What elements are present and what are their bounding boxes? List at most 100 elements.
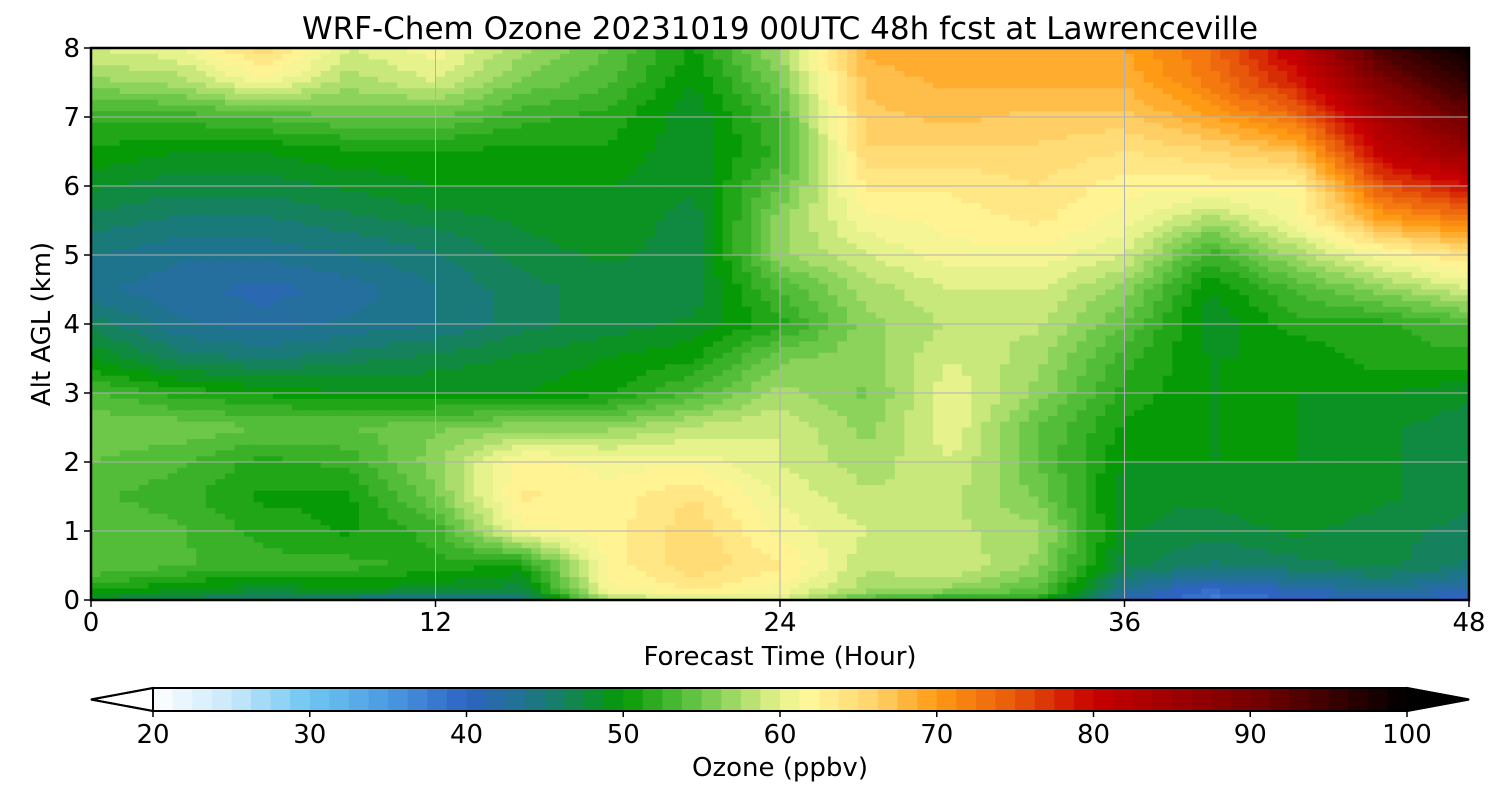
heatmap-cell <box>655 122 666 130</box>
heatmap-cell <box>1229 88 1240 95</box>
heatmap-cell <box>416 226 427 233</box>
heatmap-cell <box>244 53 255 61</box>
heatmap-cell <box>291 71 303 78</box>
heatmap-cell <box>789 99 800 107</box>
heatmap-cell <box>626 145 638 153</box>
heatmap-cell <box>1047 71 1059 78</box>
heatmap-cell <box>1057 203 1068 210</box>
heatmap-cell <box>1009 59 1020 66</box>
heatmap-cell <box>971 71 982 78</box>
heatmap-cell <box>1038 214 1049 222</box>
heatmap-cell <box>91 65 102 72</box>
heatmap-cell <box>808 88 819 95</box>
heatmap-cell <box>263 65 274 72</box>
heatmap-cell <box>1047 226 1059 233</box>
heatmap-cell <box>339 157 350 164</box>
heatmap-cell <box>837 53 848 61</box>
heatmap-cell <box>1430 128 1441 135</box>
heatmap-cell <box>502 237 513 245</box>
heatmap-cell <box>1047 220 1059 227</box>
heatmap-cell <box>1248 214 1260 222</box>
heatmap-cell <box>1095 214 1106 222</box>
heatmap-cell <box>330 186 341 193</box>
heatmap-cell <box>1277 151 1288 158</box>
heatmap-cell <box>751 71 762 78</box>
heatmap-cell <box>827 151 839 158</box>
heatmap-cell <box>464 76 475 84</box>
heatmap-cell <box>933 232 944 239</box>
heatmap-cell <box>282 197 293 204</box>
heatmap-cell <box>971 140 982 147</box>
heatmap-cell <box>540 151 551 158</box>
heatmap-cell <box>1335 122 1346 130</box>
heatmap-cell <box>1038 53 1049 61</box>
heatmap-cell <box>100 122 111 130</box>
heatmap-cell <box>933 145 944 153</box>
heatmap-cell <box>1335 48 1346 55</box>
heatmap-cell <box>1382 53 1394 61</box>
heatmap-cell <box>1354 191 1365 199</box>
heatmap-cell <box>559 65 571 72</box>
heatmap-cell <box>205 65 216 72</box>
heatmap-cell <box>971 226 982 233</box>
heatmap-cell <box>1440 88 1451 95</box>
heatmap-cell <box>1143 99 1154 107</box>
heatmap-cell <box>1258 163 1269 170</box>
heatmap-cell <box>1210 111 1221 118</box>
heatmap-cell <box>1162 168 1173 176</box>
heatmap-cell <box>1296 237 1307 245</box>
heatmap-cell <box>1268 117 1279 124</box>
heatmap-cell <box>416 174 427 181</box>
heatmap-cell <box>799 65 810 72</box>
heatmap-cell <box>1172 140 1183 147</box>
heatmap-cell <box>91 122 102 130</box>
heatmap-cell <box>1459 111 1470 118</box>
heatmap-cell <box>244 243 255 250</box>
heatmap-cell <box>1459 226 1470 233</box>
heatmap-cell <box>1191 220 1202 227</box>
heatmap-cell <box>665 237 676 245</box>
heatmap-cell <box>445 168 456 176</box>
heatmap-cell <box>1124 232 1135 239</box>
heatmap-cell <box>502 191 513 199</box>
heatmap-cell <box>913 134 925 141</box>
heatmap-cell <box>91 117 102 124</box>
heatmap-cell <box>1000 191 1011 199</box>
heatmap-cell <box>445 128 456 135</box>
heatmap-cell <box>473 197 484 204</box>
heatmap-cell <box>1449 214 1461 222</box>
heatmap-cell <box>224 59 236 66</box>
heatmap-cell <box>713 94 724 101</box>
heatmap-cell <box>1000 214 1011 222</box>
heatmap-cell <box>617 111 628 118</box>
heatmap-cell <box>1220 151 1231 158</box>
heatmap-cell <box>1210 140 1221 147</box>
heatmap-cell <box>129 174 140 181</box>
heatmap-cell <box>1287 237 1298 245</box>
heatmap-cell <box>885 180 896 187</box>
heatmap-cell <box>1402 203 1413 210</box>
heatmap-cell <box>741 117 752 124</box>
heatmap-cell <box>1172 180 1183 187</box>
heatmap-cell <box>789 191 800 199</box>
heatmap-cell <box>263 48 274 55</box>
heatmap-cell <box>713 203 724 210</box>
heatmap-cell <box>454 94 465 101</box>
heatmap-cell <box>559 99 571 107</box>
heatmap-cell <box>464 157 475 164</box>
heatmap-cell <box>894 151 905 158</box>
heatmap-cell <box>540 174 551 181</box>
heatmap-cell <box>291 65 303 72</box>
heatmap-cell <box>751 99 762 107</box>
heatmap-cell <box>684 243 695 250</box>
heatmap-cell <box>1325 163 1336 170</box>
heatmap-cell <box>1229 197 1240 204</box>
heatmap-cell <box>1019 151 1030 158</box>
heatmap-cell <box>196 237 207 245</box>
heatmap-cell <box>1248 53 1260 61</box>
heatmap-cell <box>1220 53 1231 61</box>
heatmap-cell <box>904 111 915 118</box>
heatmap-cell <box>1411 209 1422 216</box>
heatmap-cell <box>598 186 609 193</box>
heatmap-cell <box>378 163 389 170</box>
